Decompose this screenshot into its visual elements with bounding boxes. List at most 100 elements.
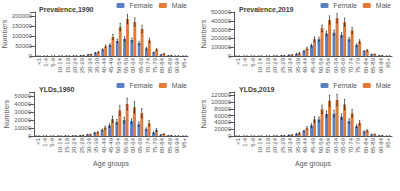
svg-text:25-29: 25-29 [280,57,286,73]
svg-text:85-89: 85-89 [370,57,376,73]
svg-text:30-34: 30-34 [287,137,293,153]
svg-text:45-49: 45-49 [108,57,114,73]
svg-text:45-49: 45-49 [310,137,316,153]
svg-text:10-14: 10-14 [257,137,263,153]
svg-text:75-79: 75-79 [355,57,361,73]
svg-text:60-64: 60-64 [130,57,136,73]
svg-text:20000: 20000 [214,126,231,132]
svg-text:30-34: 30-34 [287,57,293,73]
svg-text:95+: 95+ [385,138,391,149]
svg-text:40-44: 40-44 [302,137,308,153]
svg-text:Female: Female [333,82,356,89]
svg-text:60000: 60000 [214,113,231,119]
svg-text:Numbers: Numbers [3,99,10,128]
svg-text:1-4: 1-4 [242,137,248,146]
svg-text:25-29: 25-29 [79,57,85,73]
svg-text:5-9: 5-9 [49,137,55,146]
svg-text:50-54: 50-54 [318,57,324,73]
svg-text:300000: 300000 [211,27,232,33]
svg-text:75-79: 75-79 [152,57,158,73]
svg-text:60-64: 60-64 [333,57,339,73]
svg-text:0: 0 [29,53,33,59]
svg-text:YLDs,1990: YLDs,1990 [39,86,75,94]
svg-text:Numbers: Numbers [200,19,207,48]
svg-text:25-29: 25-29 [79,137,85,153]
svg-text:0: 0 [28,133,32,139]
svg-text:1-4: 1-4 [43,57,49,66]
svg-text:95+: 95+ [181,58,187,69]
svg-text:50000: 50000 [15,43,32,49]
svg-text:Numbers: Numbers [1,19,8,48]
svg-text:90-94: 90-94 [378,57,384,73]
svg-text:85-89: 85-89 [370,137,376,153]
svg-text:40-44: 40-44 [101,137,107,153]
svg-text:35-39: 35-39 [295,137,301,153]
svg-text:Numbers: Numbers [200,99,207,128]
svg-text:40-44: 40-44 [101,57,107,73]
svg-text:Prevalence,1990: Prevalence,1990 [39,6,94,14]
svg-text:Female: Female [129,82,152,89]
svg-text:80-84: 80-84 [159,57,165,73]
svg-text:10-14: 10-14 [257,57,263,73]
svg-text:15-19: 15-19 [265,57,271,73]
svg-text:100000: 100000 [12,33,33,39]
svg-text:20-24: 20-24 [72,57,78,73]
svg-text:75-79: 75-79 [355,137,361,153]
svg-text:1-4: 1-4 [242,57,248,66]
svg-text:70-74: 70-74 [145,137,151,153]
svg-text:55-59: 55-59 [325,137,331,153]
svg-text:<1: <1 [235,137,241,145]
svg-text:40000: 40000 [14,101,31,107]
svg-text:400000: 400000 [211,18,232,24]
svg-text:Male: Male [376,82,391,89]
svg-text:Prevalence,2019: Prevalence,2019 [239,6,294,14]
svg-text:Age groups: Age groups [93,160,129,168]
svg-text:45-49: 45-49 [108,137,114,153]
svg-text:40-44: 40-44 [302,57,308,73]
svg-text:1-4: 1-4 [42,137,48,146]
svg-text:90-94: 90-94 [378,137,384,153]
svg-text:65-69: 65-69 [340,57,346,73]
svg-text:20-24: 20-24 [272,57,278,73]
svg-text:55-59: 55-59 [123,57,129,73]
svg-text:70-74: 70-74 [348,137,354,153]
svg-text:80000: 80000 [214,106,231,112]
svg-text:60-64: 60-64 [130,137,136,153]
svg-text:<1: <1 [36,57,42,65]
svg-text:15-19: 15-19 [64,137,70,153]
svg-text:20-24: 20-24 [272,137,278,153]
svg-text:70-74: 70-74 [145,57,151,73]
svg-text:200000: 200000 [211,35,232,41]
svg-text:5-9: 5-9 [250,137,256,146]
svg-text:80-84: 80-84 [363,137,369,153]
svg-text:45-49: 45-49 [310,57,316,73]
svg-text:200000: 200000 [12,13,33,19]
svg-text:0: 0 [228,53,232,59]
svg-text:10-14: 10-14 [57,57,63,73]
svg-text:50000: 50000 [14,93,31,99]
svg-text:15-19: 15-19 [265,137,271,153]
svg-text:5-9: 5-9 [250,57,256,66]
svg-text:100000: 100000 [211,99,232,105]
svg-text:40000: 40000 [214,119,231,125]
svg-text:65-69: 65-69 [340,137,346,153]
svg-text:80-84: 80-84 [363,57,369,73]
svg-text:500000: 500000 [211,9,232,15]
svg-text:20-24: 20-24 [71,137,77,153]
svg-text:YLDs,2019: YLDs,2019 [239,86,275,94]
svg-text:85-89: 85-89 [167,137,173,153]
svg-text:25-29: 25-29 [280,137,286,153]
svg-text:70-74: 70-74 [348,57,354,73]
svg-text:<1: <1 [235,57,241,65]
svg-text:55-59: 55-59 [325,57,331,73]
svg-text:10-14: 10-14 [57,137,63,153]
svg-text:95+: 95+ [181,138,187,149]
svg-text:90-94: 90-94 [174,57,180,73]
svg-text:30-34: 30-34 [87,57,93,73]
svg-text:95+: 95+ [385,58,391,69]
svg-text:15-19: 15-19 [65,57,71,73]
svg-text:10000: 10000 [14,125,31,131]
svg-text:100000: 100000 [211,44,232,50]
svg-text:35-39: 35-39 [93,137,99,153]
svg-text:Age groups: Age groups [295,160,331,168]
